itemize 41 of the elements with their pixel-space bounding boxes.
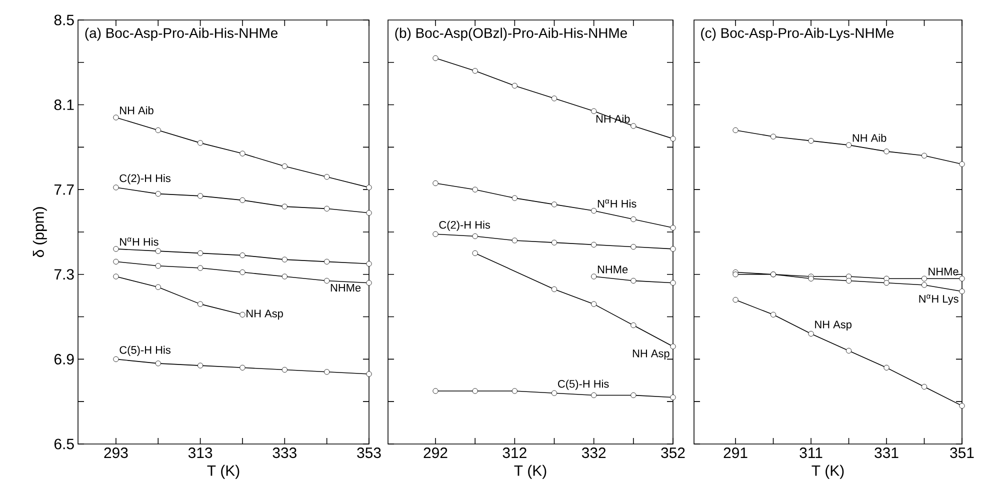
series-label: C(5)-H His xyxy=(120,346,170,356)
series-label: NH Asp xyxy=(246,310,283,320)
y-tick-label: 8.1 xyxy=(54,99,74,110)
x-tick-label: 333 xyxy=(272,448,296,458)
series-label: C(2)-H His xyxy=(120,174,170,184)
y-axis-title: δ (ppm) xyxy=(32,207,47,258)
x-tick-label: 332 xyxy=(582,448,606,458)
x-tick-label: 292 xyxy=(424,448,448,458)
x-tick-label: 353 xyxy=(357,448,381,458)
y-tick-label: 6.9 xyxy=(54,354,74,364)
x-tick-label: 352 xyxy=(661,448,685,458)
x-tick-label: 293 xyxy=(104,448,128,458)
legend-label: NHMe xyxy=(330,284,361,292)
x-tick-label: 311 xyxy=(800,448,822,458)
x-tick-label: 313 xyxy=(188,448,212,458)
x-tick-label: 312 xyxy=(502,448,526,458)
x-tick-label: 331 xyxy=(874,448,898,458)
x-tick-label: 291 xyxy=(724,448,748,458)
y-tick-label: 7.7 xyxy=(54,184,74,195)
series-label: NH Aib xyxy=(120,106,154,114)
series-label: NH Aib xyxy=(852,134,886,142)
x-axis-title: T (K) xyxy=(812,464,844,479)
series-label: NH Asp xyxy=(815,320,852,331)
text: (b) Boc-Asp(OBzl)-Pro-Aib-His-NHMe xyxy=(395,28,627,41)
series-label: N$^{α}$H His xyxy=(598,199,636,208)
y-tick-label: 7.3 xyxy=(54,269,74,280)
x-axis-title: T (K) xyxy=(514,464,546,479)
series-label: N$^{α}$H Lys xyxy=(919,294,958,305)
legend-label: NHMe xyxy=(928,268,958,276)
legend-label: NH Asp xyxy=(632,350,670,360)
y-tick-label: 6.5 xyxy=(54,438,74,450)
x-axis-title: T (K) xyxy=(207,464,240,479)
series-label: NHMe xyxy=(598,266,628,274)
text: (c) Boc-Asp-Pro-Aib-Lys-NHMe xyxy=(701,28,894,41)
x-tick-label: 351 xyxy=(950,448,974,458)
series-label: C(5)-H His xyxy=(558,380,609,390)
series-label: C(2)-H His xyxy=(439,220,490,231)
text: (a) Boc-Asp-Pro-Aib-His-NHMe xyxy=(85,28,278,41)
series-label: N$^{α}$H His xyxy=(120,238,158,246)
y-tick-label: 8.5 xyxy=(54,14,74,26)
series-label: NH Aib xyxy=(596,114,630,123)
